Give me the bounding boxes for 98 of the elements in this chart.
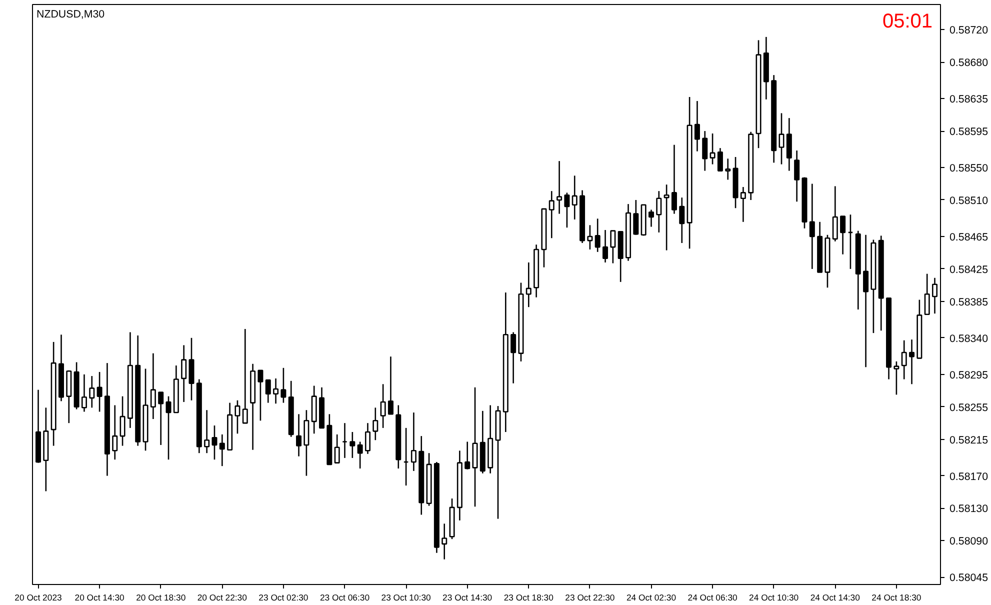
y-tick-label: 0.58295 [950, 369, 988, 382]
candlestick [81, 374, 87, 412]
x-tick-label: 24 Oct 02:30 [626, 592, 676, 602]
candlestick [671, 144, 677, 214]
candlestick [89, 375, 95, 408]
candlestick [166, 396, 172, 460]
candlestick [464, 441, 470, 470]
candlestick [442, 523, 448, 560]
candlestick [242, 328, 248, 424]
candlestick [786, 117, 792, 172]
y-tick-label: 0.58255 [950, 402, 988, 414]
candlestick [265, 379, 271, 404]
candlestick [350, 431, 356, 459]
x-tick-label: 23 Oct 02:30 [258, 592, 308, 602]
candlestick [610, 230, 616, 264]
candlestick [594, 218, 600, 253]
y-tick-label: 0.58550 [950, 162, 988, 175]
y-tick-label: 0.58720 [950, 24, 988, 37]
candlestick [809, 183, 815, 270]
y-tick-label: 0.58130 [950, 503, 988, 516]
candlestick [556, 160, 562, 214]
candlestick [150, 352, 156, 420]
candlestick [909, 338, 915, 385]
annotation: 05:01 [882, 10, 933, 32]
candlestick [740, 186, 746, 223]
candlestick [572, 175, 578, 220]
candlestick [334, 434, 340, 464]
candlestick [357, 441, 363, 470]
x-tick-label: 24 Oct 06:30 [688, 592, 738, 602]
candlestick [548, 190, 554, 239]
candlestick [587, 224, 593, 250]
candlestick [204, 409, 210, 454]
y-tick-label: 0.58510 [950, 194, 988, 207]
y-tick-label: 0.58680 [950, 57, 988, 70]
x-tick-label: 23 Oct 14:30 [442, 592, 492, 602]
candlestick [894, 360, 900, 396]
candlestick [372, 407, 378, 441]
x-tick-label: 24 Oct 18:30 [872, 592, 922, 602]
candlestick [901, 340, 907, 380]
candlestick [602, 229, 608, 264]
x-tick-label: 20 Oct 22:30 [197, 592, 248, 602]
candlestick [564, 192, 570, 228]
candlestick [96, 371, 102, 412]
x-tick-label: 24 Oct 10:30 [749, 592, 799, 602]
candlestick [364, 422, 370, 455]
candlestick [710, 132, 716, 165]
candlestick [832, 186, 838, 242]
y-tick-label: 0.58465 [950, 232, 988, 244]
x-tick-label: 20 Oct 14:30 [74, 592, 125, 602]
candlestick [924, 273, 930, 316]
candlestick [181, 344, 187, 403]
candlestick [510, 332, 516, 384]
candlestick [526, 262, 532, 308]
candlestick [648, 209, 654, 228]
candlestick [212, 424, 218, 460]
candlestick [702, 130, 708, 172]
candlestick [120, 396, 126, 446]
candlestick [679, 196, 685, 244]
candlestick [380, 383, 386, 429]
x-tick-label: 23 Oct 22:30 [565, 592, 615, 602]
candlestick [280, 367, 286, 404]
x-tick-label: 23 Oct 10:30 [381, 592, 432, 602]
candlestick [664, 184, 670, 251]
y-tick-label: 0.58635 [950, 94, 988, 106]
x-tick-label: 23 Oct 06:30 [320, 592, 370, 602]
candlestick [388, 356, 394, 415]
candlestick [234, 400, 240, 434]
y-tick-label: 0.58340 [950, 332, 988, 345]
candlestick [840, 216, 846, 255]
y-tick-label: 0.58170 [950, 470, 988, 483]
candlestick [258, 370, 264, 422]
candlestick [932, 277, 938, 314]
chart-title: NZDUSD,M30 [36, 8, 105, 20]
candlestick [112, 404, 118, 460]
y-tick-label: 0.58595 [950, 126, 988, 138]
candlestick [725, 158, 731, 180]
x-tick-label: 24 Oct 14:30 [810, 592, 860, 602]
y-tick-label: 0.58425 [950, 264, 988, 276]
x-tick-label: 23 Oct 18:30 [504, 592, 554, 602]
candlestick [633, 199, 639, 236]
y-tick-label: 0.58215 [950, 434, 988, 446]
candlestick [694, 100, 700, 152]
y-tick-label: 0.58385 [950, 296, 988, 308]
candlestick [188, 337, 194, 402]
candlestick [273, 378, 279, 404]
y-tick-label: 0.58090 [950, 536, 988, 548]
candlestick [717, 147, 723, 172]
candlestick [158, 392, 164, 446]
candlestick [794, 150, 800, 202]
candlestick [778, 112, 784, 165]
x-tick-label: 20 Oct 18:30 [136, 592, 186, 602]
candlestick [656, 190, 662, 234]
candlestick [219, 434, 225, 467]
candlestick [296, 414, 302, 457]
candlestick [863, 234, 869, 368]
x-tick-label: 20 Oct 2023 [14, 592, 62, 602]
candlestick [410, 412, 416, 472]
y-tick-label: 0.58045 [950, 572, 988, 584]
